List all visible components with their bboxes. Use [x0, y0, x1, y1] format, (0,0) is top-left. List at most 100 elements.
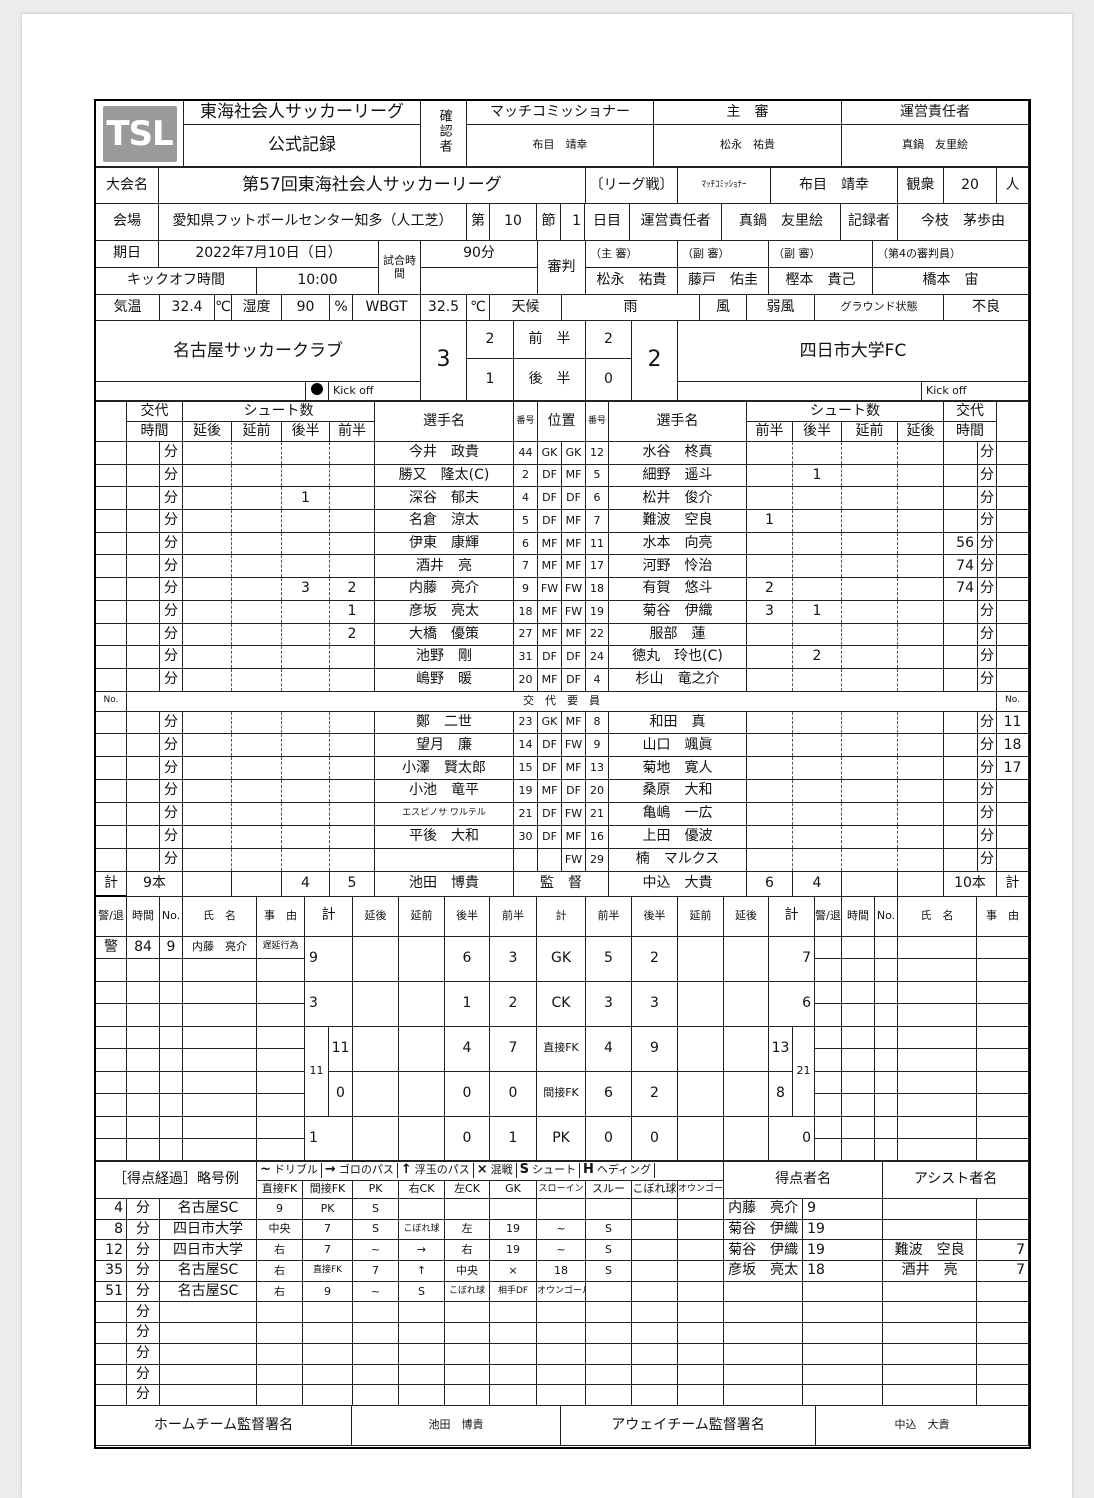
blank [352, 935, 399, 982]
home-shot-count [329, 463, 375, 488]
away-shot-count [841, 599, 898, 624]
away-coach-sign[interactable]: 中込 大貴 [815, 1405, 1029, 1446]
referee-main-name: 松永 祐貴 [585, 267, 679, 295]
home-shot-count [182, 779, 232, 804]
minute-unit: 分 [126, 1342, 160, 1365]
competition-type: 〔リーグ戦〕 [585, 167, 678, 204]
away-player-position: DF [561, 779, 586, 804]
goal-sequence-step [536, 1322, 587, 1344]
legend-symbol: × [476, 1162, 488, 1178]
home-shot-count [281, 622, 330, 647]
match-date: 2022年7月10日（日） [157, 240, 380, 268]
home-sub-time [126, 554, 160, 579]
minute-unit: 分 [159, 733, 183, 758]
home-shot-count [182, 509, 232, 533]
minute-unit: 分 [159, 645, 183, 669]
home-card-reason [256, 958, 305, 982]
goal-sequence-step: ~ [536, 1218, 587, 1241]
away-player-number: 7 [585, 509, 609, 533]
away-no [996, 577, 1029, 601]
home-player-name: 名倉 涼太 [374, 509, 514, 533]
home-no [95, 463, 127, 488]
mc-name: 布目 靖幸 [466, 124, 654, 167]
blank [677, 1070, 724, 1117]
goal-sequence-step: 9 [256, 1198, 304, 1220]
home-sub-time [126, 825, 160, 849]
goal-sequence-step [585, 1363, 633, 1386]
home-no [95, 441, 127, 465]
goal-sequence-step: S [585, 1239, 633, 1262]
goal-sequence-step [256, 1384, 304, 1406]
minute-unit: 分 [159, 463, 183, 488]
header-table: TSL 東海社会人サッカーリーグ 確認者 マッチコミッショナー 主 審 運営責任… [95, 100, 1029, 167]
away-shot-count [897, 710, 944, 735]
home-shot-count [182, 441, 232, 465]
home-card-no [159, 980, 183, 1004]
weather-cell: ℃ [466, 294, 490, 321]
home-player-position: GK [537, 441, 562, 465]
away-card-type [814, 980, 842, 1004]
away-card-no [874, 1003, 898, 1027]
assist-name [882, 1342, 978, 1365]
away-card-type [814, 1093, 842, 1117]
table-row: No. 交 代 要 員 No. [95, 690, 1029, 712]
minute-unit: 分 [977, 463, 997, 488]
goal-sequence-step: 7 [302, 1239, 354, 1262]
goal-sequence-step: × [489, 1260, 538, 1282]
minute-unit: 分 [977, 802, 997, 827]
away-sub-time [943, 847, 978, 872]
away-shot-count [792, 554, 842, 579]
stats-head: 計 [536, 895, 586, 937]
home-card-no: 9 [159, 935, 183, 959]
goal-col-head: 右CK [398, 1180, 446, 1199]
home-shot-count [281, 509, 330, 533]
weather-cell: % [329, 294, 353, 321]
home-card-name [182, 1093, 257, 1117]
table-row: 計 9本 4 5 池田 博貴監 督中込 大貴 6 4 10本計 [95, 870, 1029, 897]
goal-col-head: スローイン [536, 1180, 587, 1199]
home-total-shots: 9本 [126, 870, 183, 897]
table-row: 警 84 9 内藤 亮介 遅延行為 9 6 3 GK 5 2 7 [95, 935, 1029, 982]
goal-sequence-step: ↑ [398, 1260, 446, 1282]
table-row: 1 0 1 PK 0 0 0 [95, 1115, 1029, 1162]
assist-name [882, 1363, 978, 1386]
goal-col-head: 間接FK [302, 1180, 354, 1199]
legend-item: ~ ドリブル [258, 1163, 322, 1178]
home-player-position: DF [537, 802, 562, 827]
home-card-type [95, 1115, 127, 1139]
minute-unit: 分 [977, 441, 997, 465]
home-shot-col-head: 後半 [281, 421, 330, 442]
minute-unit: 分 [126, 1280, 160, 1303]
minute-unit: 分 [977, 710, 997, 735]
goal-sequence-step: 19 [489, 1218, 538, 1241]
home-sub-time [126, 463, 160, 488]
weather-cell: WBGT [352, 294, 421, 321]
goal-col-head: スルー [585, 1180, 633, 1199]
home-player-name: 大橋 優策 [374, 622, 514, 647]
away-shot-count: 2 [746, 577, 793, 601]
home-shot-count [329, 645, 375, 669]
away-shot-count [841, 531, 898, 556]
away-shot-count [897, 825, 944, 849]
table-row: 分 FW 29 楠 マルクス 分 [95, 847, 1029, 872]
minute-unit: 分 [159, 441, 183, 465]
away-card-head: 事 由 [976, 895, 1029, 937]
away-player-name: 上田 優波 [608, 825, 747, 849]
away-card-name [897, 935, 977, 959]
home-card-time [126, 1138, 160, 1162]
home-shot-count [231, 756, 282, 781]
home-shot-count [281, 756, 330, 781]
referee-role-assistant2: （副 審） [768, 240, 874, 268]
away-no [996, 779, 1029, 804]
away-card-time [841, 1025, 875, 1049]
home-player-position: FW [537, 577, 562, 601]
home-shot-count [231, 622, 282, 647]
home-coach-sign[interactable]: 池田 博貴 [351, 1405, 561, 1446]
away-shot-count [746, 463, 793, 488]
scorer-name [723, 1301, 804, 1324]
competition-label: 大会名 [95, 167, 159, 204]
home-player-name: エスピノサ ワルテル [374, 802, 514, 827]
assist-name [882, 1322, 978, 1344]
referee-role-fourth: （第4の審判員） [872, 240, 1030, 268]
away-sub-time: 74 [943, 554, 978, 579]
